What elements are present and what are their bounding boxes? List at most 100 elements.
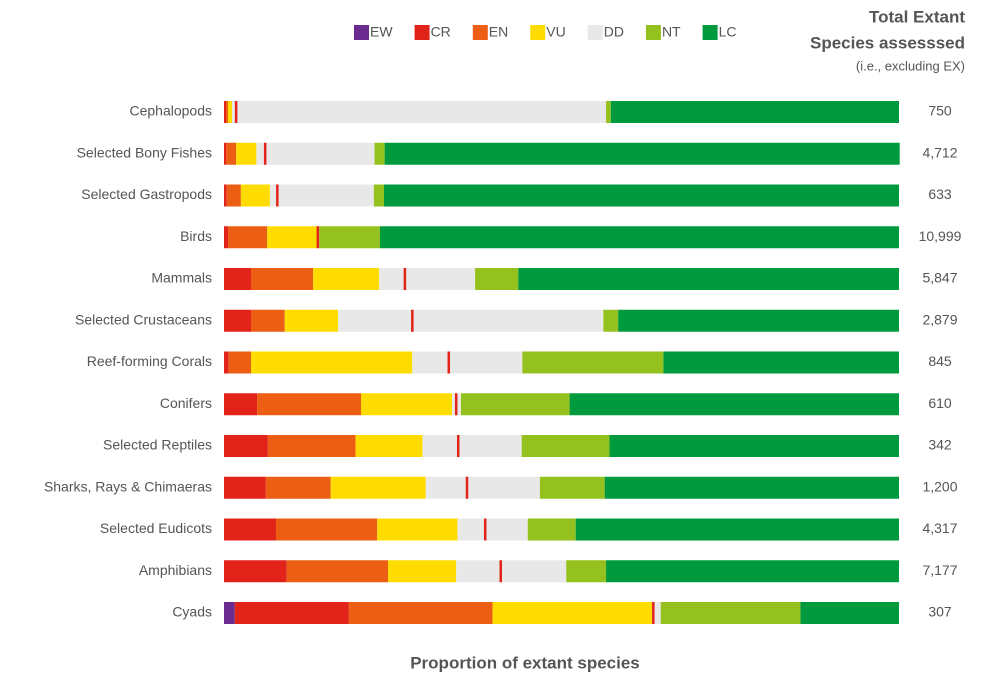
bar-segment (224, 351, 229, 374)
bar-segment (518, 268, 899, 290)
bar-segment (606, 560, 899, 583)
category-label: Birds (180, 228, 212, 244)
estimate-marker (403, 268, 407, 290)
right-title: Species assesssed (810, 33, 965, 52)
category-label: Selected Reptiles (103, 437, 212, 453)
bar-segment (330, 476, 426, 499)
bar-segment (651, 602, 661, 624)
estimate-marker (316, 226, 320, 249)
bar-segment (286, 560, 389, 583)
legend-swatch (472, 25, 488, 40)
bar-segment (663, 351, 899, 374)
estimate-marker (499, 560, 502, 583)
total-label: 610 (928, 395, 952, 411)
bar-segment (224, 268, 251, 290)
bar-segment (224, 393, 258, 416)
bar-segment (234, 602, 349, 624)
x-axis-label: Proportion of extant species (410, 653, 640, 672)
category-label: Mammals (151, 270, 212, 286)
category-label: Selected Bony Fishes (77, 144, 212, 160)
estimate-marker (263, 142, 267, 165)
bar-segment (569, 393, 899, 416)
total-label: 845 (928, 353, 952, 369)
estimate-marker (276, 184, 279, 207)
bar-segment (348, 602, 493, 624)
bar-segment (460, 393, 570, 416)
bar-segment (374, 142, 385, 165)
total-label: 750 (928, 103, 952, 119)
bar-segment (522, 351, 664, 374)
bar-segment (224, 560, 287, 583)
legend-label: CR (431, 24, 451, 40)
bar-segment (224, 476, 266, 499)
total-label: 4,317 (922, 520, 957, 536)
total-label: 307 (928, 604, 952, 620)
total-label: 10,999 (919, 228, 962, 244)
category-label: Conifers (160, 395, 212, 411)
bar-segment (319, 226, 380, 249)
bar-segment (575, 518, 899, 541)
bar-segment (228, 351, 251, 374)
bar-segment (224, 602, 235, 624)
bar-segment (256, 142, 375, 165)
bar-segment (224, 309, 251, 332)
bar-segment (313, 268, 380, 290)
estimate-marker (483, 518, 487, 541)
bar-segment (228, 226, 268, 249)
total-label: 4,712 (922, 144, 957, 160)
category-label: Sharks, Rays & Chimaeras (44, 478, 212, 494)
bar-segment (609, 435, 899, 457)
bar-segment (267, 226, 318, 249)
bar-segment (521, 435, 610, 457)
bar-segment (257, 393, 362, 416)
total-label: 7,177 (922, 562, 957, 578)
bar-segment (606, 101, 611, 123)
estimate-marker (652, 602, 655, 624)
bar-segment (492, 602, 652, 624)
bar-segment (224, 101, 227, 123)
legend-swatch (530, 25, 546, 40)
category-label: Reef-forming Corals (87, 353, 212, 369)
bar-segment (251, 309, 285, 332)
bar-segment (265, 476, 331, 499)
legend-swatch (702, 25, 718, 40)
right-title: Total Extant (869, 7, 965, 26)
bar-segment (240, 184, 270, 207)
bar-segment (412, 351, 523, 374)
bar-segment (800, 602, 899, 624)
bar-segment (224, 435, 268, 457)
category-label: Cephalopods (129, 103, 212, 119)
total-label: 633 (928, 186, 952, 202)
estimate-marker (465, 476, 469, 499)
bar-segment (226, 142, 237, 165)
right-subtitle: (i.e., excluding EX) (856, 58, 965, 73)
bar-segment (425, 476, 540, 499)
legend-swatch (587, 25, 603, 40)
total-label: 342 (928, 437, 952, 453)
bar-segment (566, 560, 607, 583)
estimate-marker (411, 309, 414, 332)
bar-segment (604, 476, 899, 499)
category-label: Selected Gastropods (81, 186, 212, 202)
bar-segment (457, 518, 528, 541)
bar-segment (267, 435, 356, 457)
category-label: Selected Eudicots (100, 520, 212, 536)
bar-segment (232, 101, 607, 123)
bar-segment (269, 184, 374, 207)
bar-segment (224, 142, 227, 165)
bar-segment (475, 268, 519, 290)
bar-segment (539, 476, 605, 499)
legend-label: EW (370, 24, 393, 40)
bar-segment (618, 309, 899, 332)
legend-label: DD (604, 24, 624, 40)
bar-segment (236, 142, 257, 165)
legend-swatch (354, 25, 369, 40)
bar-segment (226, 101, 229, 123)
bar-segment (379, 226, 899, 249)
bar-segment (361, 393, 453, 416)
category-label: Cyads (172, 604, 212, 620)
bar-segment (373, 184, 384, 207)
bar-segment (603, 309, 619, 332)
estimate-marker (447, 351, 451, 374)
